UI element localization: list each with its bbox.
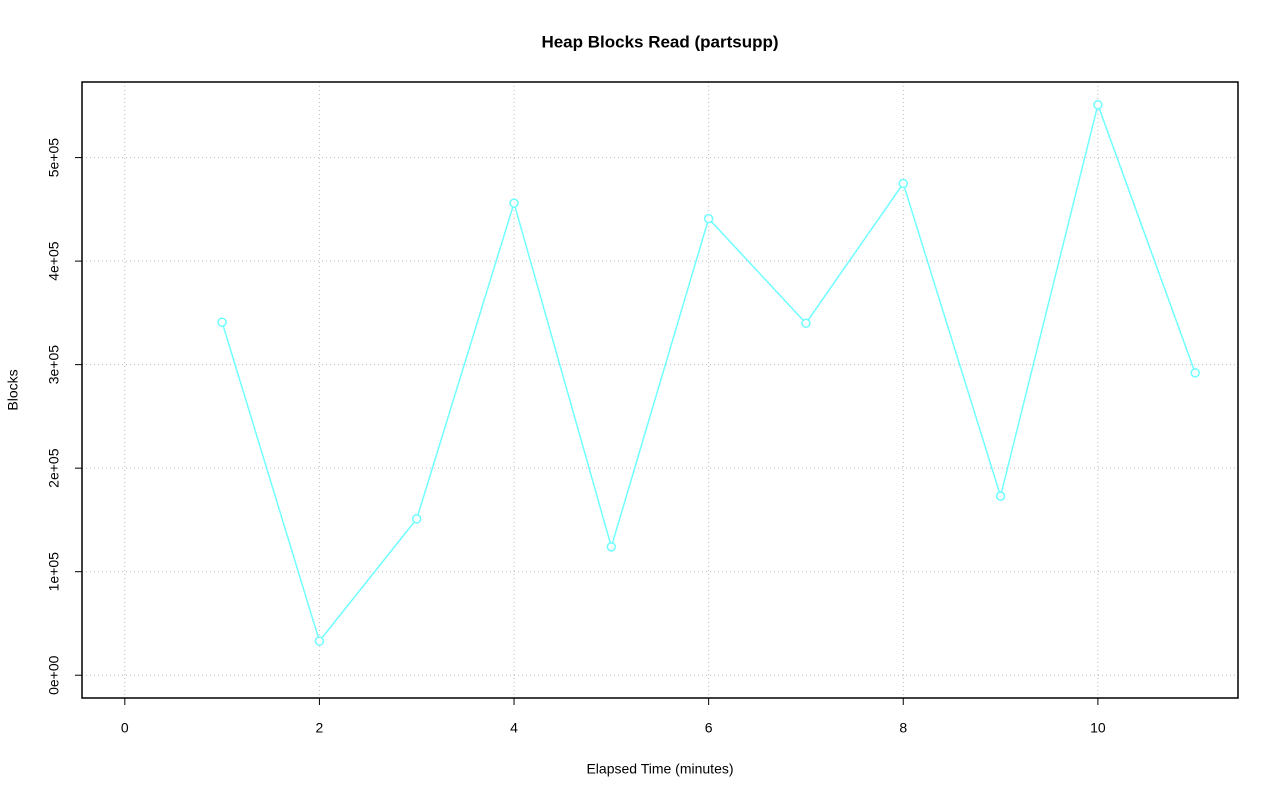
y-tick-label: 2e+05 <box>46 448 62 488</box>
x-tick-label: 0 <box>121 720 129 736</box>
y-tick-label: 4e+05 <box>46 241 62 281</box>
x-tick-label: 10 <box>1090 720 1106 736</box>
y-tick-label: 1e+05 <box>46 552 62 592</box>
point <box>509 198 519 208</box>
plot-frame <box>81 81 1239 699</box>
x-tick-label: 4 <box>510 720 518 736</box>
y-tick-label: 5e+05 <box>46 138 62 178</box>
x-axis-title: Elapsed Time (minutes) <box>586 761 733 777</box>
x-tick-label: 8 <box>899 720 907 736</box>
point <box>1190 368 1200 378</box>
point <box>314 636 325 646</box>
y-axis-title: Blocks <box>5 369 21 410</box>
y-tick-label: 0e+00 <box>46 655 62 695</box>
point <box>703 213 714 224</box>
series-line <box>221 102 1196 643</box>
point <box>411 514 422 524</box>
point <box>898 178 909 189</box>
x-tick-label: 2 <box>316 720 324 736</box>
point <box>606 542 617 552</box>
chart-title: Heap Blocks Read (partsupp) <box>541 32 778 51</box>
point <box>995 491 1006 501</box>
point <box>217 317 227 327</box>
point <box>1093 100 1103 110</box>
x-tick-label: 6 <box>705 720 713 736</box>
y-tick-label: 3e+05 <box>46 345 62 385</box>
point <box>801 318 811 328</box>
